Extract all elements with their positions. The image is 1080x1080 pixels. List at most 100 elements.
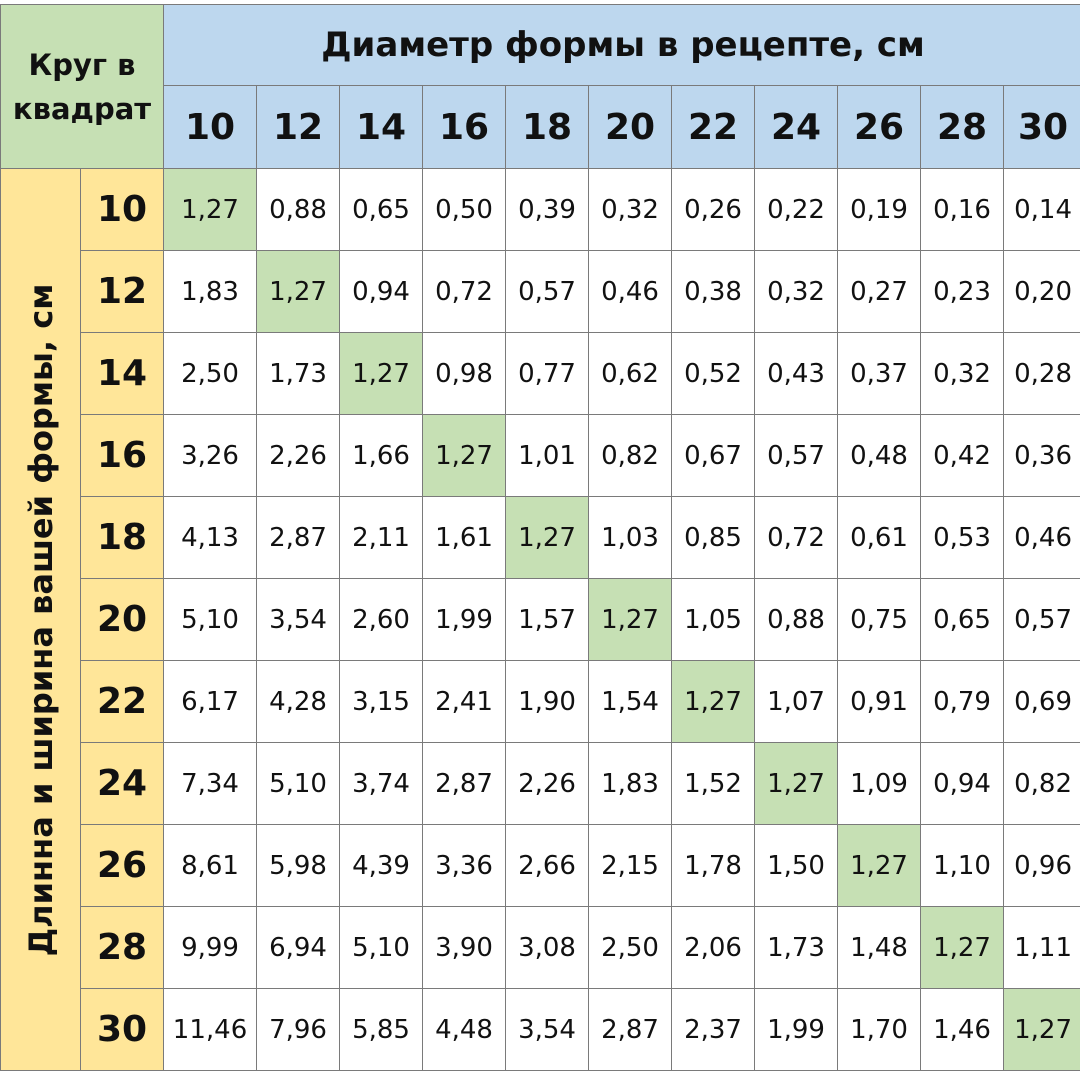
value-cell: 0,98 [422, 332, 507, 415]
value-cell: 5,10 [339, 906, 424, 989]
corner-label: Круг в квадрат [0, 4, 165, 169]
value-cell: 3,26 [163, 414, 258, 497]
value-cell: 1,61 [422, 496, 507, 579]
value-cell: 0,52 [671, 332, 756, 415]
value-cell: 0,75 [837, 578, 922, 661]
value-cell: 0,57 [1003, 578, 1080, 661]
value-cell: 1,52 [671, 742, 756, 825]
value-cell: 4,13 [163, 496, 258, 579]
table-row: 26 8,61 5,98 4,39 3,36 2,66 2,15 1,78 1,50 1,27 1,… [1, 824, 1080, 907]
value-cell: 5,10 [163, 578, 258, 661]
row-header: 28 [79, 906, 165, 989]
value-cell: 1,83 [588, 742, 673, 825]
row-header: 12 [79, 250, 165, 333]
row-title: Длинна и ширина вашей формы, см [0, 168, 81, 1071]
value-cell: 0,36 [1003, 414, 1080, 497]
value-cell: 11,46 [163, 988, 258, 1071]
value-cell: 0,32 [920, 332, 1005, 415]
row-header: 24 [79, 742, 165, 825]
value-cell: 2,26 [505, 742, 590, 825]
column-header: 30 [1003, 85, 1080, 169]
value-cell: 3,36 [422, 824, 507, 907]
value-cell: 1,10 [920, 824, 1005, 907]
value-cell: 2,60 [339, 578, 424, 661]
value-cell: 0,57 [754, 414, 839, 497]
column-header: 12 [256, 85, 341, 169]
column-header-row: 10 12 14 16 18 20 22 24 26 28 30 [1, 85, 1080, 169]
column-header: 16 [422, 85, 507, 169]
column-title: Диаметр формы в рецепте, см [163, 4, 1080, 86]
row-header: 26 [79, 824, 165, 907]
column-header: 28 [920, 85, 1005, 169]
column-title-row: Круг в квадрат Диаметр формы в рецепте, … [0, 4, 1080, 169]
value-cell: 7,96 [256, 988, 341, 1071]
value-cell: 1,99 [422, 578, 507, 661]
value-cell: 4,39 [339, 824, 424, 907]
value-cell: 0,50 [422, 168, 507, 251]
value-cell: 2,26 [256, 414, 341, 497]
value-cell: 0,46 [588, 250, 673, 333]
diagonal-cell: 1,27 [754, 742, 839, 825]
value-cell: 2,50 [163, 332, 258, 415]
value-cell: 0,94 [339, 250, 424, 333]
value-cell: 1,46 [920, 988, 1005, 1071]
value-cell: 0,65 [920, 578, 1005, 661]
column-header: 22 [671, 85, 756, 169]
value-cell: 3,15 [339, 660, 424, 743]
value-cell: 0,46 [1003, 496, 1080, 579]
value-cell: 1,09 [837, 742, 922, 825]
value-cell: 3,54 [256, 578, 341, 661]
value-cell: 6,17 [163, 660, 258, 743]
diagonal-cell: 1,27 [671, 660, 756, 743]
diagonal-cell: 1,27 [837, 824, 922, 907]
column-header: 14 [339, 85, 424, 169]
value-cell: 3,74 [339, 742, 424, 825]
value-cell: 0,37 [837, 332, 922, 415]
value-cell: 0,26 [671, 168, 756, 251]
value-cell: 1,73 [256, 332, 341, 415]
diagonal-cell: 1,27 [505, 496, 590, 579]
table-row: 28 9,99 6,94 5,10 3,90 3,08 2,50 2,06 1,73 1,48 1,… [1, 906, 1080, 989]
value-cell: 0,65 [339, 168, 424, 251]
value-cell: 4,28 [256, 660, 341, 743]
value-cell: 0,77 [505, 332, 590, 415]
value-cell: 3,08 [505, 906, 590, 989]
table-row: 12 1,83 1,27 0,94 0,72 0,57 0,46 0,38 0,32 0,27 0,… [1, 250, 1080, 333]
value-cell: 3,54 [505, 988, 590, 1071]
column-header: 10 [163, 85, 258, 169]
value-cell: 0,57 [505, 250, 590, 333]
row-header: 20 [79, 578, 165, 661]
diagonal-cell: 1,27 [339, 332, 424, 415]
value-cell: 0,32 [754, 250, 839, 333]
value-cell: 4,48 [422, 988, 507, 1071]
value-cell: 1,78 [671, 824, 756, 907]
value-cell: 0,38 [671, 250, 756, 333]
value-cell: 1,48 [837, 906, 922, 989]
table-row: 22 6,17 4,28 3,15 2,41 1,90 1,54 1,27 1,07 0,91 0,… [1, 660, 1080, 743]
column-header: 24 [754, 85, 839, 169]
value-cell: 2,15 [588, 824, 673, 907]
value-cell: 1,66 [339, 414, 424, 497]
table-row: 30 11,46 7,96 5,85 4,48 3,54 2,87 2,37 1,99 1,70 1… [1, 988, 1080, 1071]
value-cell: 3,90 [422, 906, 507, 989]
value-cell: 1,01 [505, 414, 590, 497]
value-cell: 0,72 [754, 496, 839, 579]
table-row: Длинна и ширина вашей формы, см 10 1,27 0,8… [0, 168, 1080, 1071]
row-header: 16 [79, 414, 165, 497]
value-cell: 0,62 [588, 332, 673, 415]
value-cell: 0,19 [837, 168, 922, 251]
value-cell: 0,94 [920, 742, 1005, 825]
corner-label-line-1: Круг в [28, 47, 136, 82]
value-cell: 0,85 [671, 496, 756, 579]
diagonal-cell: 1,27 [163, 168, 258, 251]
value-cell: 0,91 [837, 660, 922, 743]
row-header: 30 [79, 988, 165, 1071]
value-cell: 0,16 [920, 168, 1005, 251]
value-cell: 1,07 [754, 660, 839, 743]
value-cell: 8,61 [163, 824, 258, 907]
value-cell: 2,66 [505, 824, 590, 907]
value-cell: 1,73 [754, 906, 839, 989]
value-cell: 0,79 [920, 660, 1005, 743]
table-row: 16 3,26 2,26 1,66 1,27 1,01 0,82 0,67 0,57 0,48 0,… [1, 414, 1080, 497]
diagonal-cell: 1,27 [588, 578, 673, 661]
